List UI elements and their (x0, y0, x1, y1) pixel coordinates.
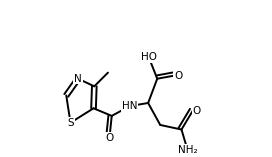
Text: N: N (74, 74, 82, 84)
Text: O: O (193, 106, 201, 116)
Text: NH₂: NH₂ (178, 145, 197, 155)
Text: O: O (105, 133, 114, 143)
Text: O: O (174, 71, 182, 81)
Text: S: S (67, 118, 74, 128)
Text: HO: HO (141, 52, 157, 62)
Text: HN: HN (122, 101, 138, 111)
